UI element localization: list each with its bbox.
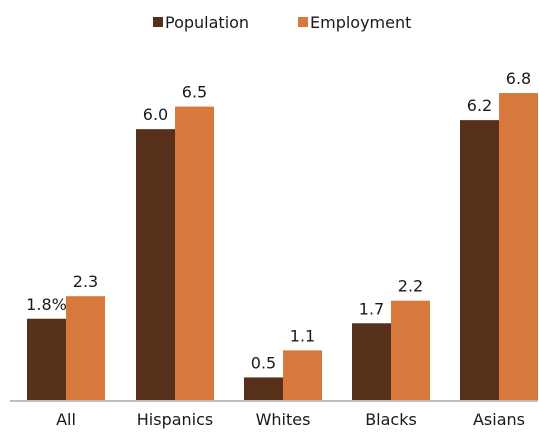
x-tick-label-asians: Asians bbox=[473, 410, 525, 429]
data-label-employment-hispanics: 6.5 bbox=[182, 83, 207, 102]
bar-population-whites bbox=[244, 377, 283, 400]
x-tick-label-whites: Whites bbox=[256, 410, 311, 429]
legend: Population Employment bbox=[153, 13, 411, 32]
bar-employment-asians bbox=[499, 93, 538, 401]
bar-employment-all bbox=[66, 296, 105, 400]
x-tick-label-blacks: Blacks bbox=[365, 410, 417, 429]
data-label-employment-whites: 1.1 bbox=[290, 326, 315, 345]
bar-population-asians bbox=[460, 120, 499, 400]
bars-group bbox=[27, 93, 538, 401]
data-label-employment-asians: 6.8 bbox=[506, 69, 531, 88]
x-tick-label-hispanics: Hispanics bbox=[137, 410, 214, 429]
data-label-population-asians: 6.2 bbox=[467, 96, 492, 115]
data-label-employment-blacks: 2.2 bbox=[398, 277, 423, 296]
bar-population-all bbox=[27, 318, 66, 400]
bar-employment-whites bbox=[283, 350, 322, 400]
bar-population-hispanics bbox=[136, 129, 175, 400]
data-label-population-hispanics: 6.0 bbox=[143, 105, 168, 124]
legend-label-population: Population bbox=[165, 13, 249, 32]
bar-employment-hispanics bbox=[175, 106, 214, 400]
value-labels-group: 1.8% 2.3 6.0 6.5 0.5 1.1 1.7 2.2 6.2 6.8 bbox=[26, 69, 531, 372]
data-label-population-blacks: 1.7 bbox=[359, 299, 384, 318]
data-label-population-whites: 0.5 bbox=[251, 353, 276, 372]
data-label-population-all: 1.8% bbox=[26, 295, 67, 314]
x-tick-label-all: All bbox=[56, 410, 76, 429]
legend-label-employment: Employment bbox=[310, 13, 411, 32]
x-tick-labels-group: All Hispanics Whites Blacks Asians bbox=[56, 410, 525, 429]
legend-swatch-employment bbox=[298, 17, 308, 27]
data-label-employment-all: 2.3 bbox=[73, 272, 98, 291]
legend-swatch-population bbox=[153, 17, 163, 27]
bar-population-blacks bbox=[352, 323, 391, 400]
bar-employment-blacks bbox=[391, 300, 430, 400]
